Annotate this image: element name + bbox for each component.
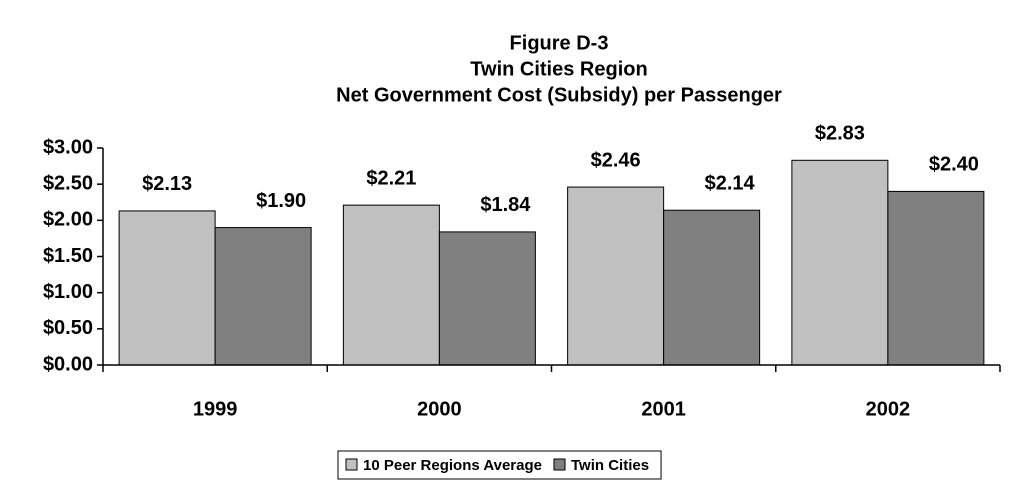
value-label: $2.13 [142,173,192,195]
y-tick-label: $3.00 [43,136,93,158]
bar [438,231,536,366]
y-tick-label: $2.50 [43,172,93,194]
legend-label: 10 Peer Regions Average [363,457,542,474]
bar [118,210,216,366]
x-tick-label: 2001 [641,398,686,420]
y-tick-label: $2.00 [43,209,93,231]
bar [214,227,312,366]
value-label: $2.40 [929,154,979,176]
bar [887,190,985,366]
value-label: $2.14 [705,172,756,194]
x-tick-label: 2002 [866,398,911,420]
bar [567,186,665,366]
legend-box [337,450,662,480]
value-label: $2.21 [366,167,416,189]
x-tick-label: 1999 [193,398,238,420]
value-label: $1.84 [480,194,531,216]
legend-swatch [553,458,566,471]
bar [791,159,889,366]
value-label: $2.46 [591,149,641,171]
x-tick-label: 2000 [417,398,462,420]
bar [663,209,761,366]
chart-title: Twin Cities Region [470,58,647,80]
chart-title: Net Government Cost (Subsidy) per Passen… [336,84,782,106]
y-tick-label: $1.00 [43,281,93,303]
legend-swatch [345,458,358,471]
y-tick-label: $0.50 [43,317,93,339]
value-label: $2.83 [815,123,865,145]
legend-label: Twin Cities [571,457,649,474]
y-tick-label: $0.00 [43,353,93,375]
y-tick-label: $1.50 [43,245,93,267]
bar [342,204,440,366]
value-label: $1.90 [256,190,306,212]
chart-title: Figure D-3 [510,32,609,54]
